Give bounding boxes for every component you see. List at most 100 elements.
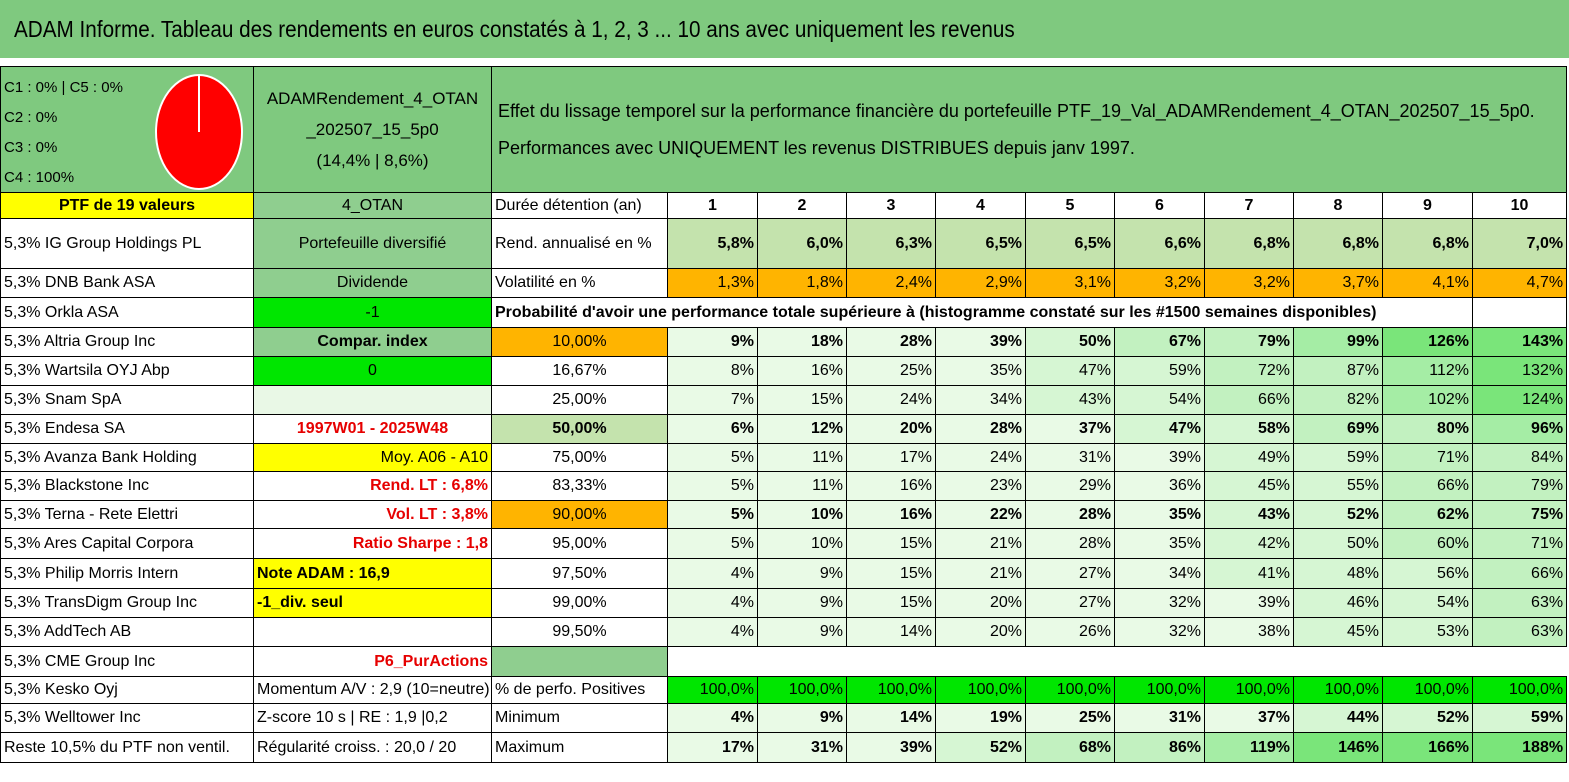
period-label: 1997W01 - 2025W48	[253, 414, 492, 444]
probability-value: 43%	[1204, 500, 1294, 529]
probability-value: 34%	[1114, 558, 1205, 589]
asset-name: 5,3% Wartsila OYJ Abp	[0, 356, 254, 386]
asset-name: 5,3% TransDigm Group Inc	[0, 588, 254, 618]
probability-value: 132%	[1471, 356, 1568, 386]
rend-value: 7,0%	[1471, 218, 1568, 269]
min-value: 44%	[1293, 703, 1383, 733]
probability-value: 66%	[1382, 471, 1473, 501]
probability-value: 5%	[667, 500, 758, 529]
probability-value: 4%	[667, 588, 758, 618]
probability-value: 63%	[1471, 617, 1568, 647]
probability-value: 34%	[935, 385, 1026, 415]
probability-value: 20%	[935, 588, 1026, 618]
probability-threshold: 90,00%	[491, 500, 668, 529]
year-header: 7	[1204, 192, 1294, 219]
probability-threshold: 83,33%	[491, 471, 668, 501]
probability-value: 5%	[667, 443, 758, 472]
title-bar: ADAM Informe. Tableau des rendements en …	[0, 0, 1569, 62]
max-value: 146%	[1293, 732, 1383, 763]
table-row: 5,3% Philip Morris Intern Note ADAM : 16,…	[0, 558, 1568, 589]
probability-value: 6%	[667, 414, 758, 444]
probability-value: 15%	[757, 385, 847, 415]
probability-value: 99%	[1293, 327, 1383, 357]
flag-value: -1	[253, 297, 492, 328]
probability-value: 5%	[667, 528, 758, 559]
probability-value: 14%	[846, 617, 936, 647]
max-value: 68%	[1025, 732, 1115, 763]
rend-value: 6,3%	[846, 218, 936, 269]
min-value: 25%	[1025, 703, 1115, 733]
probability-value: 9%	[757, 558, 847, 589]
allocation-line: C3 : 0%	[4, 139, 58, 156]
table-row: 5,3% Altria Group Inc Compar. index 10,00%…	[0, 327, 1568, 357]
probability-value: 15%	[846, 528, 936, 559]
probability-threshold: 99,00%	[491, 588, 668, 618]
empty-cell	[253, 385, 492, 415]
asset-name: 5,3% Snam SpA	[0, 385, 254, 415]
positive-value: 100,0%	[1471, 676, 1568, 704]
probability-value: 75%	[1471, 500, 1568, 529]
probability-value: 28%	[1025, 500, 1115, 529]
probability-value: 66%	[1204, 385, 1294, 415]
asset-name: 5,3% Orkla ASA	[0, 297, 254, 328]
vol-value: 4,7%	[1471, 268, 1568, 298]
min-value: 9%	[757, 703, 847, 733]
empty-cell	[668, 647, 1567, 677]
probability-value: 9%	[757, 617, 847, 647]
asset-name: 5,3% AddTech AB	[0, 617, 254, 647]
probability-value: 21%	[935, 558, 1026, 589]
probability-value: 31%	[1025, 443, 1115, 472]
probability-value: 80%	[1382, 414, 1473, 444]
year-header: 5	[1025, 192, 1115, 219]
probability-value: 59%	[1293, 443, 1383, 472]
vol-value: 3,1%	[1025, 268, 1115, 298]
probability-value: 53%	[1382, 617, 1473, 647]
asset-name: 5,3% Endesa SA	[0, 414, 254, 444]
empty-cell	[491, 646, 668, 677]
asset-name: 5,3% Blackstone Inc	[0, 471, 254, 501]
min-value: 59%	[1471, 703, 1568, 733]
probability-value: 59%	[1114, 356, 1205, 386]
probability-value: 48%	[1293, 558, 1383, 589]
probability-value: 43%	[1025, 385, 1115, 415]
row-label: % de perfo. Positives	[491, 676, 668, 704]
probability-value: 66%	[1471, 558, 1568, 589]
min-value: 14%	[846, 703, 936, 733]
allocation-cell: C1 : 0% | C5 : 0% C2 : 0% C3 : 0% C4 : 1…	[0, 66, 254, 193]
probability-threshold: 97,50%	[491, 558, 668, 589]
table-row: 5,3% Welltower Inc Z-score 10 s | RE : 1,…	[0, 703, 1568, 733]
probability-value: 79%	[1204, 327, 1294, 357]
probability-value: 41%	[1204, 558, 1294, 589]
description-line: Performances avec UNIQUEMENT les revenus…	[498, 137, 1135, 158]
year-header: 1	[667, 192, 758, 219]
probability-value: 112%	[1382, 356, 1473, 386]
probability-value: 24%	[846, 385, 936, 415]
probability-value: 126%	[1382, 327, 1473, 357]
table-row: 5,3% Endesa SA 1997W01 - 2025W48 50,00% 6% 1…	[0, 414, 1568, 444]
asset-name: 5,3% DNB Bank ASA	[0, 268, 254, 298]
probability-value: 20%	[935, 617, 1026, 647]
probability-value: 32%	[1114, 617, 1205, 647]
page-title: ADAM Informe. Tableau des rendements en …	[14, 16, 1015, 42]
portfolio-name-cell: ADAMRendement_4_OTAN _202507_15_5p0 (14,…	[253, 66, 492, 193]
allocation-line: C1 : 0% | C5 : 0%	[4, 79, 123, 96]
rend-value: 5,8%	[667, 218, 758, 269]
rend-value: 6,8%	[1204, 218, 1294, 269]
probability-value: 39%	[1204, 588, 1294, 618]
portfolio-perf-line: (14,4% | 8,6%)	[316, 151, 429, 170]
vol-value: 3,2%	[1204, 268, 1294, 298]
probability-value: 10%	[757, 500, 847, 529]
probability-title: Probabilité d'avoir une performance tota…	[491, 297, 1473, 328]
probability-value: 39%	[1114, 443, 1205, 472]
max-value: 188%	[1471, 732, 1568, 763]
probability-value: 79%	[1471, 471, 1568, 501]
asset-name: Reste 10,5% du PTF non ventil.	[0, 732, 254, 763]
regularity-label: Régularité croiss. : 20,0 / 20	[253, 732, 492, 763]
asset-name: 5,3% IG Group Holdings PL	[0, 218, 254, 269]
allocation-line: C2 : 0%	[4, 109, 58, 126]
probability-value: 55%	[1293, 471, 1383, 501]
description-line: Effet du lissage temporel sur la perform…	[498, 100, 1535, 121]
probability-value: 52%	[1293, 500, 1383, 529]
allocation-pie-chart	[155, 74, 243, 190]
div-seul: -1_div. seul	[253, 588, 492, 618]
